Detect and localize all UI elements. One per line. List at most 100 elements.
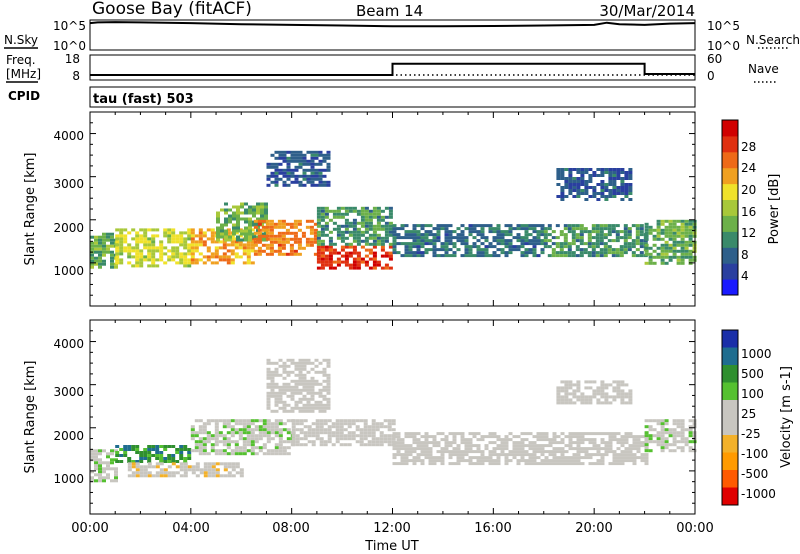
freq-panel-frame: [89, 54, 696, 81]
scatter-cell: [480, 227, 485, 231]
velocity-colorbar-label: Velocity [m s-1]: [779, 366, 794, 468]
scatter-cell: [183, 252, 188, 256]
velocity-cbar-tick-100: 100: [741, 387, 764, 401]
scatter-cell: [620, 401, 625, 405]
scatter-cell: [326, 385, 331, 389]
scatter-cell: [576, 395, 581, 399]
scatter-cell: [94, 473, 98, 477]
scatter-cell: [123, 445, 128, 448]
scatter-cell: [416, 233, 421, 237]
scatter-cell: [580, 171, 585, 174]
scatter-cell: [198, 437, 203, 441]
scatter-cell: [159, 471, 164, 475]
scatter-cell: [151, 243, 156, 247]
scatter-cell: [206, 434, 211, 438]
scatter-cell: [234, 428, 239, 432]
scatter-cell: [623, 242, 628, 246]
scatter-cell: [576, 171, 581, 174]
scatter-cell: [628, 395, 633, 399]
scatter-cell: [584, 180, 589, 183]
scatter-cell: [285, 252, 290, 256]
scatter-cell: [278, 388, 283, 392]
scatter-cell: [616, 441, 621, 445]
scatter-cell: [210, 252, 215, 256]
scatter-cell: [179, 448, 184, 451]
scatter-cell: [404, 447, 409, 451]
scatter-cell: [460, 230, 465, 234]
scatter-cell: [440, 227, 445, 231]
scatter-cell: [572, 183, 577, 186]
scatter-cell: [215, 462, 220, 466]
scatter-cell: [644, 462, 649, 466]
scatter-cell: [504, 462, 509, 466]
scatter-cell: [536, 456, 541, 460]
scatter-cell: [348, 251, 353, 255]
scatter-cell: [278, 443, 283, 447]
scatter-cell: [352, 209, 357, 213]
scatter-cell: [352, 263, 357, 267]
scatter-cell: [110, 235, 114, 239]
scatter-cell: [552, 447, 557, 451]
scatter-cell: [183, 448, 188, 451]
scatter-cell: [214, 428, 219, 432]
scatter-cell: [179, 252, 184, 256]
scatter-cell: [680, 434, 685, 438]
scatter-cell: [480, 254, 485, 258]
scatter-cell: [220, 235, 224, 239]
scatter-cell: [572, 456, 577, 460]
scatter-cell: [540, 453, 545, 457]
colorbar-segment: [722, 135, 738, 153]
scatter-cell: [203, 465, 208, 469]
scatter-cell: [668, 243, 673, 247]
scatter-cell: [307, 428, 312, 432]
scatter-cell: [143, 231, 148, 235]
scatter-cell: [648, 449, 653, 453]
scatter-cell: [332, 209, 337, 213]
scatter-cell: [301, 246, 306, 250]
scatter-cell: [680, 431, 685, 435]
scatter-cell: [265, 243, 270, 247]
scatter-cell: [119, 454, 124, 457]
scatter-cell: [147, 258, 152, 262]
scatter-cell: [408, 230, 413, 234]
scatter-cell: [408, 435, 413, 439]
scatter-cell: [264, 211, 268, 215]
velocity-cbar-tick-neg1000: -1000: [741, 487, 776, 501]
scatter-cell: [592, 171, 597, 174]
scatter-cell: [328, 209, 333, 213]
scatter-cell: [532, 251, 537, 255]
scatter-cell: [640, 441, 645, 445]
nsearch-tick-top: 10^5: [707, 19, 740, 33]
scatter-cell: [278, 406, 283, 410]
scatter-cell: [310, 183, 315, 187]
scatter-cell: [291, 422, 296, 426]
scatter-cell: [383, 425, 388, 429]
scatter-cell: [564, 456, 569, 460]
scatter-cell: [314, 162, 319, 166]
scatter-cell: [520, 438, 525, 442]
scatter-cell: [587, 236, 592, 240]
scatter-cell: [556, 462, 561, 466]
scatter-cell: [568, 444, 573, 448]
scatter-cell: [571, 224, 576, 228]
scatter-cell: [246, 419, 251, 423]
scatter-cell: [456, 459, 461, 463]
scatter-cell: [319, 419, 324, 423]
scatter-cell: [396, 438, 401, 442]
scatter-cell: [254, 425, 259, 429]
scatter-cell: [652, 434, 657, 438]
scatter-cell: [216, 235, 220, 239]
scatter-cell: [316, 224, 321, 228]
nsearch-label: N.Search: [746, 33, 800, 47]
scatter-cell: [363, 431, 368, 435]
scatter-cell: [202, 452, 207, 456]
scatter-cell: [265, 219, 270, 223]
scatter-cell: [344, 227, 349, 231]
scatter-cell: [384, 263, 389, 267]
scatter-cell: [336, 236, 341, 240]
scatter-cell: [324, 248, 329, 252]
scatter-cell: [139, 465, 144, 469]
scatter-cell: [147, 457, 152, 460]
scatter-cell: [396, 462, 401, 466]
scatter-cell: [480, 251, 485, 255]
